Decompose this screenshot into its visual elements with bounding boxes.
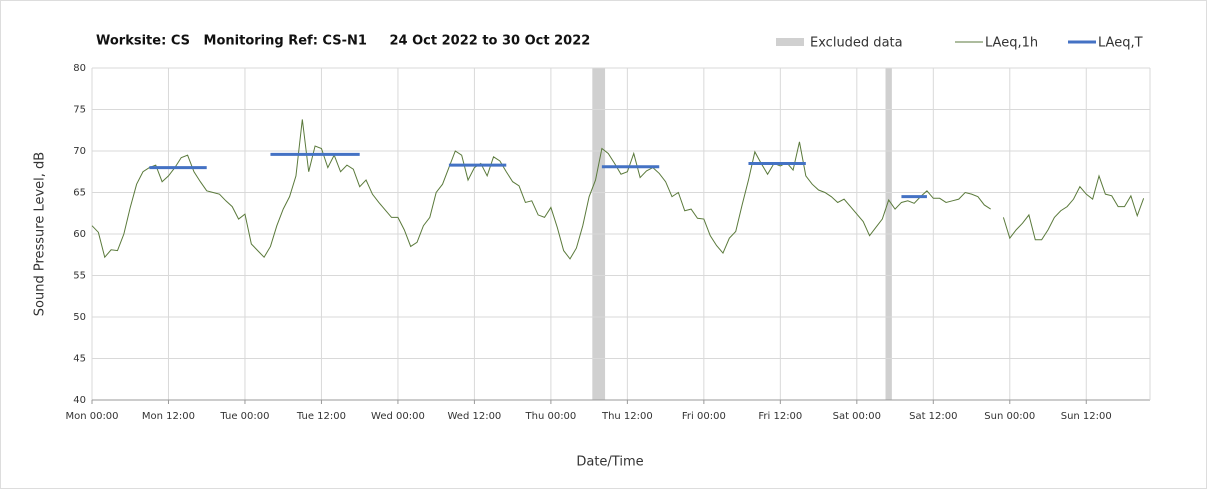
x-tick-label: Tue 00:00 — [219, 411, 269, 422]
y-tick-label: 60 — [73, 229, 86, 240]
x-tick-label: Thu 00:00 — [525, 411, 577, 422]
x-tick-label: Sun 00:00 — [984, 411, 1035, 422]
legend-label: LAeq,1h — [985, 36, 1038, 51]
x-tick-label: Wed 12:00 — [448, 411, 502, 422]
y-tick-label: 80 — [73, 63, 86, 74]
series-line — [149, 152, 927, 199]
x-tick-label: Sat 12:00 — [909, 411, 957, 422]
legend-label: Excluded data — [810, 36, 903, 51]
x-tick-label: Sun 12:00 — [1061, 411, 1112, 422]
x-tick-label: Fri 12:00 — [758, 411, 802, 422]
y-tick-label: 40 — [73, 395, 86, 406]
x-tick-label: Mon 00:00 — [65, 411, 118, 422]
y-tick-label: 45 — [73, 354, 86, 365]
series-line — [91, 119, 1145, 260]
y-tick-label: 55 — [73, 271, 86, 282]
x-tick-label: Tue 12:00 — [296, 411, 346, 422]
chart-title: Worksite: CS Monitoring Ref: CS-N1 24 Oc… — [96, 34, 590, 49]
x-tick-label: Thu 12:00 — [601, 411, 653, 422]
y-axis-label: Sound Pressure Level, dB — [33, 152, 48, 316]
y-tick-label: 65 — [73, 188, 86, 199]
x-tick-label: Mon 12:00 — [142, 411, 195, 422]
legend-label: LAeq,T — [1098, 36, 1143, 51]
y-tick-label: 50 — [73, 312, 86, 323]
y-tick-label: 75 — [73, 105, 86, 116]
x-tick-label: Wed 00:00 — [371, 411, 425, 422]
legend-swatch — [776, 38, 804, 46]
y-tick-label: 70 — [73, 146, 86, 157]
x-axis-label: Date/Time — [576, 455, 643, 470]
x-tick-label: Fri 00:00 — [682, 411, 726, 422]
x-tick-label: Sat 00:00 — [833, 411, 881, 422]
